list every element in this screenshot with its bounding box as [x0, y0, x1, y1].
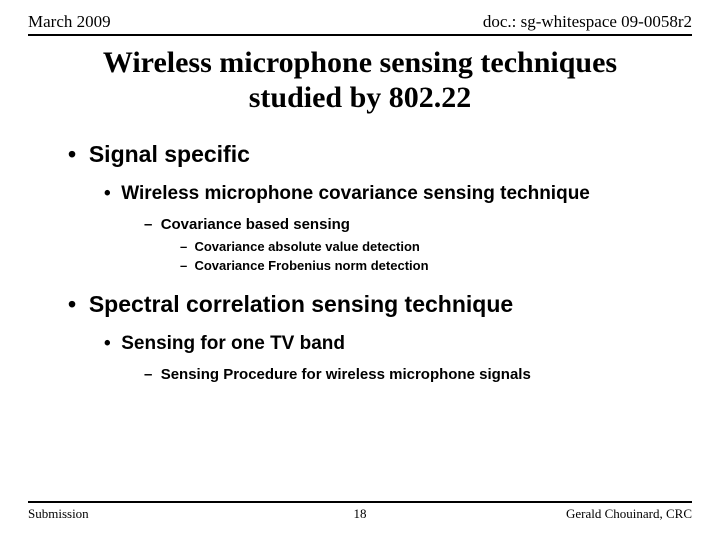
slide-content: Signal specific Wireless microphone cova…: [28, 141, 692, 383]
footer: Submission 18 Gerald Chouinard, CRC: [28, 501, 692, 522]
bullet-l1-spectral-correlation: Spectral correlation sensing technique: [68, 291, 682, 318]
title-line-2: studied by 802.22: [249, 81, 472, 114]
title-line-1: Wireless microphone sensing techniques: [103, 46, 617, 79]
footer-row: Submission 18 Gerald Chouinard, CRC: [28, 506, 692, 522]
header-row: March 2009 doc.: sg-whitespace 09-0058r2: [28, 12, 692, 36]
bullet-l2-one-tv-band: Sensing for one TV band: [104, 332, 682, 356]
slide-title: Wireless microphone sensing techniques s…: [28, 46, 692, 115]
bullet-l2-covariance-technique: Wireless microphone covariance sensing t…: [104, 182, 682, 206]
bullet-l1-signal-specific: Signal specific: [68, 141, 682, 168]
header-date: March 2009: [28, 12, 111, 32]
spacer: [68, 277, 682, 291]
footer-rule: [28, 501, 692, 503]
footer-page-number: 18: [28, 506, 692, 522]
bullet-l3-sensing-procedure: Sensing Procedure for wireless microphon…: [144, 366, 682, 383]
bullet-l3-covariance-based: Covariance based sensing: [144, 216, 682, 233]
bullet-l4-abs-value: Covariance absolute value detection: [180, 239, 682, 254]
bullet-l4-frobenius: Covariance Frobenius norm detection: [180, 258, 682, 273]
slide-page: March 2009 doc.: sg-whitespace 09-0058r2…: [0, 0, 720, 540]
header-docid: doc.: sg-whitespace 09-0058r2: [483, 12, 692, 32]
